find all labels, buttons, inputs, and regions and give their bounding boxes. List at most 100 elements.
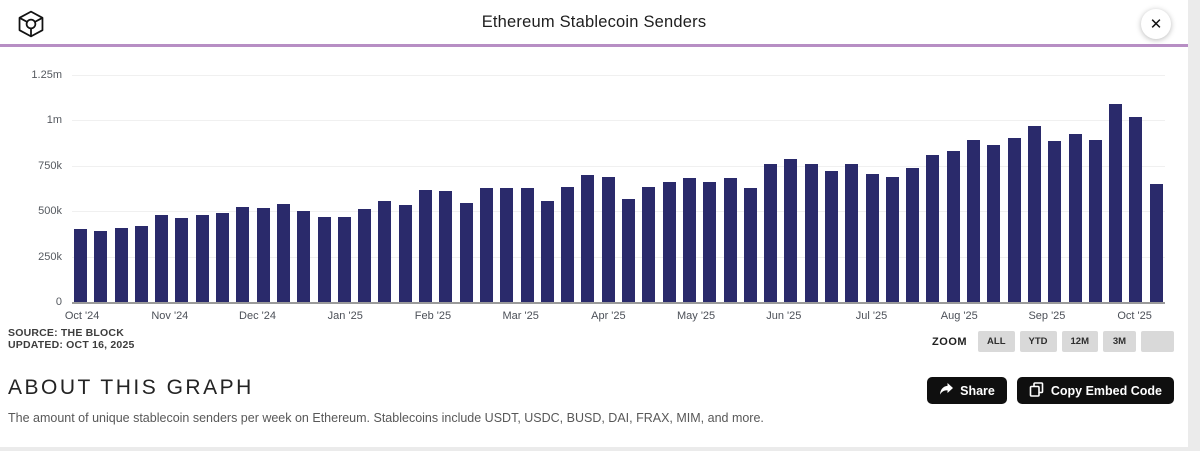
about-heading: ABOUT THIS GRAPH (8, 376, 254, 399)
x-tick-jun25: Jun '25 (766, 310, 802, 322)
bar-week-8[interactable] (216, 213, 230, 302)
the-block-logo-icon[interactable] (16, 9, 46, 44)
bar-week-17[interactable] (398, 204, 412, 302)
bar-week-22[interactable] (500, 187, 514, 302)
bar-week-2[interactable] (94, 231, 108, 302)
bar-week-9[interactable] (236, 206, 250, 302)
bar-week-45[interactable] (967, 140, 981, 302)
bar-week-21[interactable] (479, 187, 493, 302)
y-tick-0: 0 (55, 296, 62, 308)
gridline (72, 75, 1165, 76)
x-tick-oct25: Oct '25 (1117, 310, 1152, 322)
bar-week-25[interactable] (561, 186, 575, 302)
x-tick-apr25: Apr '25 (591, 310, 626, 322)
bar-week-40[interactable] (865, 173, 879, 302)
bar-week-28[interactable] (622, 199, 636, 302)
x-tick-nov24: Nov '24 (151, 310, 189, 322)
bar-week-50[interactable] (1068, 134, 1082, 302)
accent-divider (0, 44, 1188, 47)
bar-week-1[interactable] (74, 229, 87, 302)
action-buttons: Share Copy Embed Code (927, 377, 1174, 404)
bar-week-18[interactable] (419, 190, 433, 302)
bar-week-20[interactable] (459, 203, 473, 302)
x-tick-feb25: Feb '25 (414, 310, 452, 322)
bar-week-47[interactable] (1007, 137, 1021, 302)
header: Ethereum Stablecoin Senders ✕ (0, 0, 1188, 46)
bar-week-24[interactable] (540, 201, 554, 302)
bar-week-15[interactable] (358, 209, 372, 302)
source-block: SOURCE: THE BLOCK UPDATED: OCT 16, 2025 (8, 327, 135, 351)
bar-week-43[interactable] (926, 154, 940, 302)
bar-week-53[interactable] (1129, 116, 1143, 302)
bar-week-35[interactable] (764, 163, 778, 302)
bar-week-27[interactable] (601, 176, 615, 302)
gridline (72, 165, 1165, 167)
copy-embed-button-label: Copy Embed Code (1050, 383, 1162, 398)
bar-week-32[interactable] (703, 182, 717, 302)
zoom-button-ytd[interactable]: YTD (1019, 331, 1057, 352)
zoom-button-blank[interactable] (1141, 331, 1174, 352)
x-tick-may25: May '25 (676, 310, 716, 322)
bar-week-51[interactable] (1088, 140, 1102, 302)
bar-week-29[interactable] (642, 186, 656, 302)
bar-week-7[interactable] (195, 214, 209, 302)
bars (72, 75, 1165, 302)
bar-week-30[interactable] (662, 182, 676, 302)
about-description: The amount of unique stablecoin senders … (8, 411, 764, 425)
source-label: SOURCE: THE BLOCK (8, 327, 124, 339)
share-button-label: Share (960, 383, 995, 398)
gridline (72, 211, 1165, 213)
bar-week-52[interactable] (1109, 104, 1123, 302)
bar-week-33[interactable] (723, 177, 737, 302)
zoom-button-12m[interactable]: 12M (1061, 331, 1098, 352)
bar-week-46[interactable] (987, 144, 1001, 302)
copy-icon (1029, 381, 1044, 400)
bar-week-38[interactable] (824, 171, 838, 302)
bar-week-13[interactable] (317, 216, 331, 302)
copy-embed-button[interactable]: Copy Embed Code (1016, 377, 1174, 404)
bar-week-16[interactable] (378, 201, 392, 302)
bar-week-37[interactable] (804, 163, 818, 302)
close-button[interactable]: ✕ (1141, 9, 1171, 39)
bar-week-34[interactable] (743, 187, 757, 302)
bar-week-31[interactable] (682, 177, 696, 302)
bar-week-6[interactable] (175, 217, 189, 302)
bar-week-54[interactable] (1149, 183, 1163, 302)
bar-week-12[interactable] (297, 211, 311, 302)
bar-week-36[interactable] (784, 159, 798, 302)
plot-area: Oct '24 Nov '24 Dec '24 Jan '25 Feb '25 Mar '… (65, 75, 1165, 322)
bar-week-49[interactable] (1048, 141, 1062, 302)
zoom-button-all[interactable]: ALL (978, 331, 1015, 352)
x-tick-mar25: Mar '25 (502, 310, 539, 322)
y-tick-1m: 1m (46, 114, 62, 127)
updated-label: UPDATED: OCT 16, 2025 (8, 338, 135, 351)
bar-week-11[interactable] (276, 203, 290, 302)
bar-week-48[interactable] (1027, 125, 1041, 302)
bar-week-5[interactable] (155, 214, 169, 302)
x-tick-dec24: Dec '24 (239, 310, 277, 322)
x-tick-jul25: Jul '25 (855, 310, 888, 322)
y-tick-750k: 750k (38, 159, 62, 172)
x-tick-aug25: Aug '25 (940, 310, 978, 322)
share-button[interactable]: Share (927, 377, 1007, 404)
bar-week-42[interactable] (906, 167, 920, 302)
bar-week-41[interactable] (885, 176, 899, 302)
bar-week-39[interactable] (845, 163, 859, 302)
bar-week-10[interactable] (256, 208, 270, 302)
bar-week-19[interactable] (439, 191, 453, 302)
bar-week-26[interactable] (581, 174, 595, 302)
x-tick-sep25: Sep '25 (1028, 310, 1066, 322)
bar-week-44[interactable] (946, 151, 960, 302)
bar-week-23[interactable] (520, 187, 534, 302)
bar-week-14[interactable] (337, 216, 351, 302)
zoom-button-3m[interactable]: 3M (1103, 331, 1136, 352)
bar-week-4[interactable] (134, 225, 148, 302)
gridline (72, 120, 1165, 122)
gridline (72, 256, 1165, 258)
x-tick-oct24: Oct '24 (64, 310, 100, 322)
bar-week-3[interactable] (114, 228, 128, 302)
x-axis-baseline (72, 302, 1165, 304)
y-tick-1.25m: 1.25m (31, 69, 62, 81)
share-icon (939, 382, 954, 399)
